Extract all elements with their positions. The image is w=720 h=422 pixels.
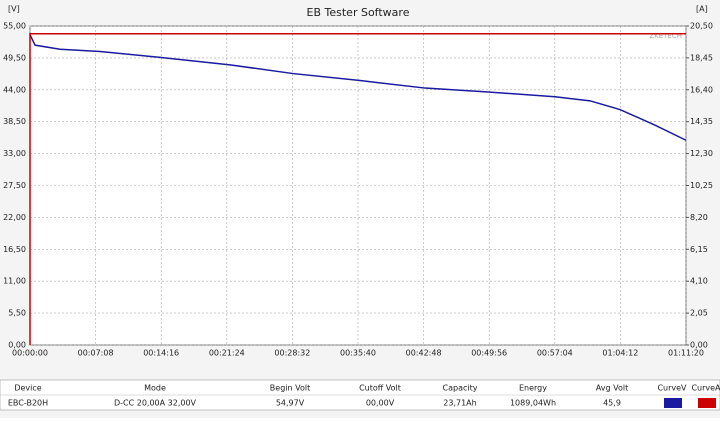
chart-title: EB Tester Software bbox=[307, 6, 410, 19]
table-cell: 00,00V bbox=[366, 399, 395, 408]
y2-tick-label: 0,00 bbox=[690, 341, 708, 350]
table-header: Avg Volt bbox=[596, 384, 628, 393]
y-tick-label: 33,00 bbox=[3, 149, 26, 158]
y2-tick-label: 2,05 bbox=[690, 309, 708, 318]
table-header: Mode bbox=[144, 384, 166, 393]
series-line bbox=[29, 34, 687, 141]
curve-v-swatch[interactable] bbox=[664, 398, 682, 408]
y2-tick-label: 16,40 bbox=[690, 85, 713, 94]
table-cell: D-CC 20,00A 32,00V bbox=[114, 399, 197, 408]
y2-tick-label: 12,30 bbox=[690, 149, 713, 158]
y-tick-label: 49,50 bbox=[3, 53, 26, 62]
table-header: Energy bbox=[519, 384, 547, 393]
table-header: Capacity bbox=[443, 384, 478, 393]
y2-axis-label: [A] bbox=[696, 5, 708, 14]
y-tick-label: 38,50 bbox=[3, 117, 26, 126]
table-header: CurveA bbox=[691, 384, 720, 393]
x-tick-label: 00:21:24 bbox=[209, 349, 245, 358]
table-header: Device bbox=[14, 384, 41, 393]
x-tick-label: 00:49:56 bbox=[471, 349, 507, 358]
y2-tick-label: 4,10 bbox=[690, 277, 708, 286]
x-tick-label: 00:42:48 bbox=[406, 349, 442, 358]
table-header: Cutoff Volt bbox=[359, 384, 401, 393]
y2-tick-label: 14,35 bbox=[690, 117, 713, 126]
y-tick-label: 55,00 bbox=[3, 22, 26, 31]
x-tick-label: 00:00:00 bbox=[12, 349, 48, 358]
y-tick-label: 27,50 bbox=[3, 181, 26, 190]
y2-tick-label: 20,50 bbox=[690, 22, 713, 31]
x-tick-label: 00:35:40 bbox=[340, 349, 376, 358]
y-tick-label: 44,00 bbox=[3, 85, 26, 94]
curve-a-swatch[interactable] bbox=[698, 398, 716, 408]
y2-tick-label: 10,25 bbox=[690, 181, 713, 190]
y-tick-label: 5,50 bbox=[8, 309, 26, 318]
x-tick-label: 00:14:16 bbox=[143, 349, 179, 358]
summary-table: Device Mode Begin Volt Cutoff Volt Capacity E… bbox=[0, 379, 720, 411]
table-cell: EBC-B20H bbox=[8, 399, 48, 408]
y-tick-label: 11,00 bbox=[3, 277, 26, 286]
x-tick-label: 00:57:04 bbox=[537, 349, 573, 358]
y-tick-label: 22,00 bbox=[3, 213, 26, 222]
x-tick-label: 01:04:12 bbox=[602, 349, 638, 358]
table-header: CurveV bbox=[657, 384, 687, 393]
watermark: ZKETECH bbox=[649, 32, 682, 40]
y-tick-label: 0,00 bbox=[8, 341, 26, 350]
table-cell: 1089,04Wh bbox=[510, 399, 556, 408]
y-axis-label: [V] bbox=[8, 5, 20, 14]
y-tick-label: 16,50 bbox=[3, 245, 26, 254]
table-cell: 45,9 bbox=[603, 399, 621, 408]
table-cell: 23,71Ah bbox=[443, 399, 476, 408]
x-tick-label: 00:07:08 bbox=[78, 349, 114, 358]
x-tick-label: 01:11:20 bbox=[668, 349, 704, 358]
table-cell: 54,97V bbox=[276, 399, 305, 408]
x-tick-label: 00:28:32 bbox=[274, 349, 310, 358]
y2-tick-label: 18,45 bbox=[690, 53, 713, 62]
y2-tick-label: 6,15 bbox=[690, 245, 708, 254]
y2-tick-label: 8,20 bbox=[690, 213, 708, 222]
series-line bbox=[29, 33, 686, 345]
table-header: Begin Volt bbox=[270, 384, 310, 393]
